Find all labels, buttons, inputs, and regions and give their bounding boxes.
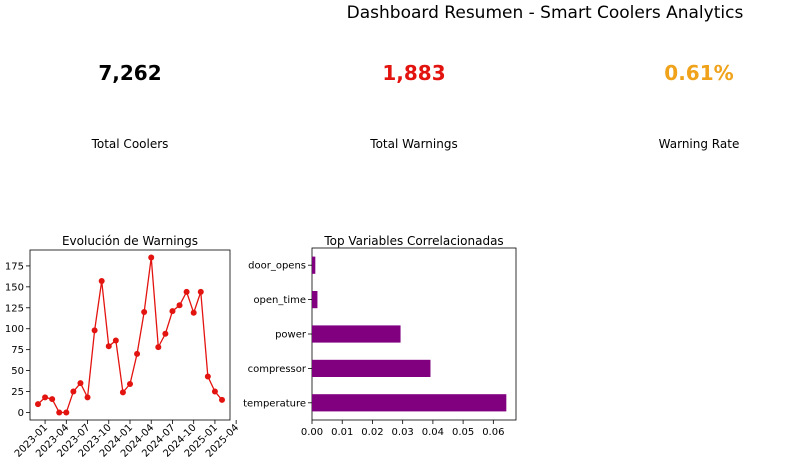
warnings-series-line	[37, 257, 223, 414]
warnings-data-point	[63, 409, 70, 416]
warnings-data-point	[169, 308, 176, 315]
warnings-data-point	[77, 380, 84, 387]
line-chart-title: Evolución de Warnings	[62, 234, 198, 248]
warnings-data-point	[148, 254, 155, 261]
line-y-tick-label: 100	[5, 324, 24, 335]
line-y-tick-label: 25	[11, 387, 24, 398]
warnings-data-point	[119, 389, 126, 396]
warnings-data-point	[190, 309, 197, 316]
warnings-data-point	[98, 277, 105, 284]
warnings-data-point	[70, 388, 77, 395]
warnings-data-point	[155, 344, 162, 351]
warnings-data-point	[49, 396, 56, 403]
line-y-tick-label: 75	[11, 345, 24, 356]
warnings-data-point	[219, 396, 225, 403]
kpi-total-coolers-label: Total Coolers	[91, 137, 169, 151]
warnings-data-point	[84, 394, 91, 401]
warnings-data-point	[42, 394, 49, 401]
line-y-tick-label: 175	[5, 261, 24, 272]
warnings-data-point	[56, 409, 63, 416]
kpi-total-warnings-value: 1,883	[382, 61, 446, 85]
warnings-data-point	[134, 350, 141, 357]
warnings-data-point	[35, 401, 41, 408]
warnings-data-point	[176, 302, 183, 309]
warnings-data-point	[105, 343, 112, 350]
dashboard-title: Dashboard Resumen - Smart Coolers Analyt…	[346, 3, 744, 23]
warnings-data-point	[204, 373, 211, 380]
warnings-data-point	[197, 288, 204, 295]
kpi-warning-rate-label: Warning Rate	[658, 137, 740, 151]
line-y-tick-label: 50	[11, 366, 24, 377]
warnings-data-point	[141, 308, 148, 315]
warnings-data-point	[211, 388, 218, 395]
line-chart-frame	[29, 249, 231, 421]
warnings-data-point	[183, 288, 190, 295]
line-y-tick-label: 125	[5, 303, 24, 314]
warnings-data-point	[162, 330, 169, 337]
kpi-warning-rate-value: 0.61%	[664, 61, 734, 85]
line-y-tick-label: 150	[5, 282, 24, 293]
warnings-data-point	[91, 327, 98, 334]
kpi-total-coolers-value: 7,262	[98, 61, 162, 85]
line-y-tick-label: 0	[18, 408, 24, 419]
warnings-data-point	[112, 337, 119, 344]
kpi-total-warnings-label: Total Warnings	[370, 137, 458, 151]
warnings-data-point	[127, 380, 133, 387]
